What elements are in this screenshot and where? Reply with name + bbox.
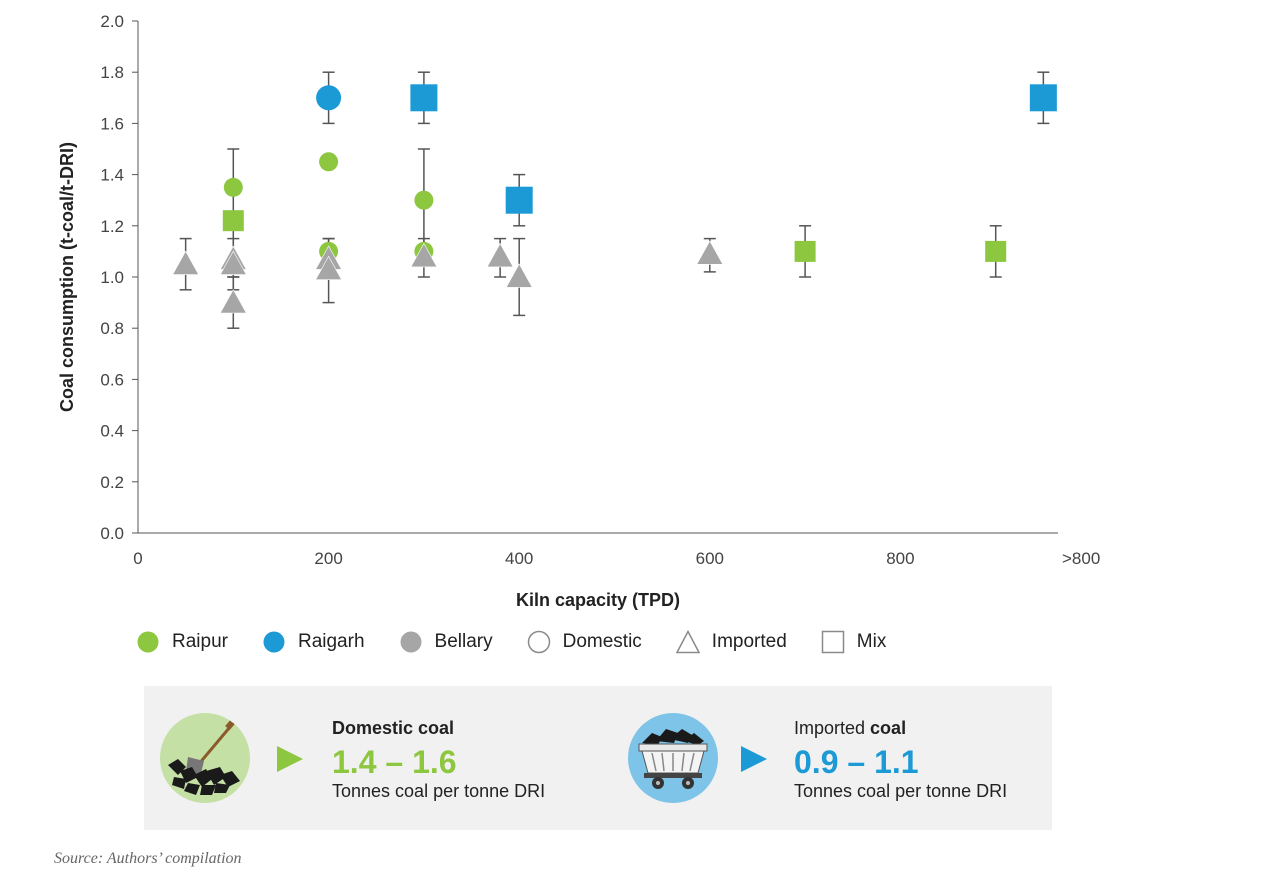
y-ticks: 0.0 0.2 0.4 0.6 0.8 1.0 1.2 1.4 1.6 1.8 2.0 xyxy=(100,12,138,543)
legend-label: Domestic xyxy=(562,631,642,652)
y-tick-label: 1.6 xyxy=(100,114,124,133)
domestic-coal-info: Domestic coal 1.4 – 1.6 Tonnes coal per … xyxy=(332,718,545,802)
legend-label: Imported xyxy=(711,631,787,652)
raipur-circle-point xyxy=(223,177,243,197)
source-note: Source: Authors’ compilation xyxy=(54,850,242,867)
legend-item-domestic: Domestic xyxy=(527,630,642,654)
data-points xyxy=(172,84,1057,314)
domestic-unit: Tonnes coal per tonne DRI xyxy=(332,781,546,801)
legend-marker xyxy=(821,630,845,654)
scatter-chart: 0.0 0.2 0.4 0.6 0.8 1.0 1.2 1.4 1.6 1.8 2.0 0 200 40… xyxy=(57,12,1100,610)
raipur-circle-point xyxy=(319,152,339,172)
legend-marker xyxy=(675,630,700,654)
imported-coal-info: Imported coal 0.9 – 1.1 Tonnes coal per … xyxy=(794,718,1007,802)
raipur-square-point xyxy=(985,240,1007,262)
raipur-circle-point xyxy=(414,190,434,210)
bellary-triangle-point xyxy=(486,242,514,268)
bellary-triangle-point xyxy=(219,250,247,275)
bellary-triangle-point xyxy=(315,255,343,281)
imported-range: 0.9 – 1.1 xyxy=(794,744,919,780)
imported-unit: Tonnes coal per tonne DRI xyxy=(794,781,1008,801)
bellary-triangle-point xyxy=(410,242,438,268)
y-tick-label: 2.0 xyxy=(100,12,124,31)
y-tick-label: 1.0 xyxy=(100,268,124,287)
x-tick-label: 200 xyxy=(314,549,342,568)
legend-marker xyxy=(527,630,550,654)
raigarh-square-point xyxy=(505,186,533,214)
raipur-square-point xyxy=(222,210,244,232)
bellary-triangle-point xyxy=(696,240,724,265)
legend-square-icon xyxy=(821,630,845,654)
x-tick-label: 600 xyxy=(696,549,724,568)
imported-arrow-icon xyxy=(741,746,767,777)
legend-circle-icon xyxy=(263,631,285,653)
y-axis-title: Coal consumption (t-coal/t-DRI) xyxy=(57,142,77,412)
coal-shovel-icon xyxy=(160,713,250,803)
y-tick-label: 0.4 xyxy=(100,422,124,441)
raigarh-circle-point xyxy=(316,85,342,111)
chart-axes xyxy=(137,21,1058,534)
y-tick-label: 0.2 xyxy=(100,473,124,492)
legend-item-raigarh: Raigarh xyxy=(262,630,365,654)
error-bars xyxy=(179,71,1050,329)
domestic-arrow-icon xyxy=(277,746,303,777)
x-tick-label: 800 xyxy=(886,549,914,568)
legend-item-imported: Imported xyxy=(675,630,787,654)
x-tick-label: 400 xyxy=(505,549,533,568)
domestic-heading: Domestic coal xyxy=(332,718,455,738)
legend-label: Raigarh xyxy=(297,631,365,652)
y-tick-label: 1.2 xyxy=(100,217,124,236)
legend-label: Mix xyxy=(856,631,887,652)
raigarh-square-point xyxy=(1029,84,1057,112)
legend-item-raipur: Raipur xyxy=(136,630,228,654)
legend-circle-icon xyxy=(137,631,159,653)
legend-item-bellary: Bellary xyxy=(399,630,493,654)
x-tick-label: >800 xyxy=(1062,549,1100,568)
raipur-square-point xyxy=(794,240,816,262)
y-tick-label: 1.8 xyxy=(100,63,124,82)
bellary-triangle-point xyxy=(172,250,200,275)
legend-circle-icon xyxy=(400,631,422,653)
raigarh-square-point xyxy=(410,84,438,112)
y-tick-label: 0.6 xyxy=(100,370,124,389)
coal-info-panel: Domestic coal 1.4 – 1.6 Tonnes coal per … xyxy=(144,686,1052,830)
legend-item-mix: Mix xyxy=(821,630,887,654)
legend-label: Raipur xyxy=(172,631,228,652)
legend-marker xyxy=(263,631,285,653)
y-tick-label: 0.8 xyxy=(100,319,124,338)
x-axis-title: Kiln capacity (TPD) xyxy=(516,590,680,610)
legend-marker xyxy=(137,631,159,653)
legend-triangle-icon xyxy=(675,630,700,654)
x-ticks: 0 200 400 600 800 >800 xyxy=(133,549,1100,568)
bellary-triangle-point xyxy=(505,263,533,288)
coal-wagon-icon xyxy=(628,713,718,803)
legend-marker xyxy=(400,631,422,653)
x-tick-label: 0 xyxy=(133,549,142,568)
legend-label: Bellary xyxy=(434,631,493,652)
imported-heading: Imported coal xyxy=(794,718,907,738)
chart-legend: Raipur Raigarh Bellary Domestic Imported Mix xyxy=(136,630,920,654)
bellary-triangle-point xyxy=(219,288,247,314)
y-tick-label: 0.0 xyxy=(100,524,124,543)
legend-circle-icon xyxy=(527,630,550,654)
domestic-range: 1.4 – 1.6 xyxy=(332,744,457,780)
y-tick-label: 1.4 xyxy=(100,166,124,185)
